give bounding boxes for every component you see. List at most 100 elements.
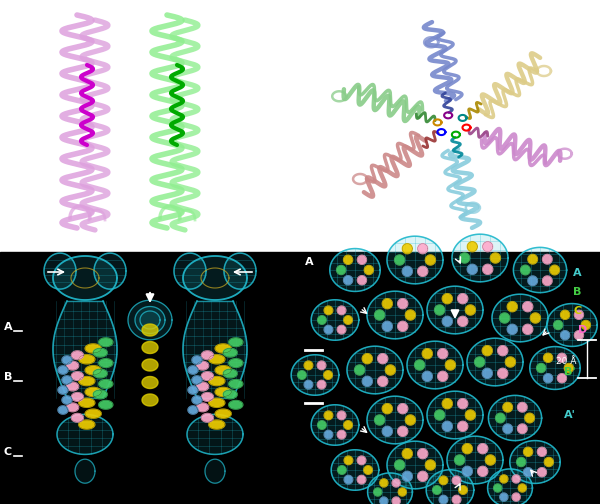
Polygon shape <box>426 470 474 504</box>
Polygon shape <box>415 360 425 370</box>
Polygon shape <box>496 413 505 423</box>
Polygon shape <box>58 366 68 374</box>
Polygon shape <box>380 479 388 487</box>
Polygon shape <box>434 410 445 420</box>
Polygon shape <box>358 256 367 264</box>
Polygon shape <box>438 349 448 359</box>
Polygon shape <box>538 468 547 477</box>
Polygon shape <box>330 248 380 291</box>
Polygon shape <box>544 353 553 362</box>
Polygon shape <box>385 365 395 375</box>
Polygon shape <box>460 253 470 263</box>
Polygon shape <box>311 300 359 340</box>
Polygon shape <box>387 236 443 284</box>
Polygon shape <box>142 394 158 406</box>
Polygon shape <box>317 381 326 389</box>
Polygon shape <box>229 359 243 367</box>
Polygon shape <box>67 361 79 370</box>
Polygon shape <box>324 326 333 334</box>
Polygon shape <box>542 276 552 286</box>
Polygon shape <box>467 264 478 274</box>
Polygon shape <box>79 376 95 386</box>
Polygon shape <box>387 441 443 489</box>
Polygon shape <box>317 316 326 324</box>
Polygon shape <box>395 255 404 265</box>
Polygon shape <box>544 458 553 467</box>
Polygon shape <box>485 455 496 465</box>
Polygon shape <box>538 447 547 456</box>
Polygon shape <box>422 349 432 359</box>
Polygon shape <box>202 393 214 401</box>
Polygon shape <box>71 393 83 401</box>
Text: 20 Å: 20 Å <box>556 356 576 365</box>
Polygon shape <box>99 380 113 388</box>
Polygon shape <box>188 386 198 394</box>
Polygon shape <box>187 414 243 455</box>
Polygon shape <box>75 459 95 483</box>
Polygon shape <box>503 424 512 433</box>
Polygon shape <box>62 376 72 384</box>
Polygon shape <box>142 376 158 389</box>
Polygon shape <box>382 299 392 308</box>
Polygon shape <box>202 351 214 359</box>
Polygon shape <box>452 476 461 485</box>
Polygon shape <box>518 403 527 412</box>
Polygon shape <box>357 456 366 465</box>
Polygon shape <box>183 301 247 398</box>
Polygon shape <box>85 366 101 374</box>
Polygon shape <box>550 265 559 275</box>
Polygon shape <box>498 346 508 356</box>
Polygon shape <box>463 444 472 454</box>
Polygon shape <box>229 401 243 409</box>
Text: B: B <box>4 372 13 382</box>
Polygon shape <box>398 404 408 414</box>
Polygon shape <box>337 430 346 439</box>
Polygon shape <box>367 396 423 444</box>
Polygon shape <box>521 265 530 275</box>
Polygon shape <box>425 460 436 470</box>
Polygon shape <box>364 466 373 474</box>
Polygon shape <box>442 294 452 304</box>
Polygon shape <box>71 372 83 381</box>
Polygon shape <box>492 294 548 342</box>
Polygon shape <box>557 353 566 362</box>
Polygon shape <box>358 276 367 285</box>
Polygon shape <box>458 317 468 326</box>
Text: D: D <box>578 325 587 335</box>
Polygon shape <box>317 421 326 429</box>
Polygon shape <box>62 356 72 364</box>
Polygon shape <box>581 321 590 330</box>
Polygon shape <box>223 390 237 399</box>
Polygon shape <box>442 317 452 326</box>
Polygon shape <box>466 305 475 315</box>
Polygon shape <box>209 420 225 429</box>
Polygon shape <box>93 369 107 378</box>
Polygon shape <box>99 401 113 409</box>
Polygon shape <box>557 373 566 383</box>
Polygon shape <box>79 420 95 429</box>
Polygon shape <box>467 338 523 386</box>
Polygon shape <box>58 406 68 414</box>
Polygon shape <box>398 488 406 496</box>
Polygon shape <box>317 361 326 369</box>
Text: A': A' <box>564 410 576 420</box>
Polygon shape <box>85 409 101 418</box>
Polygon shape <box>466 410 475 420</box>
Text: B': B' <box>564 367 575 377</box>
Polygon shape <box>209 355 225 364</box>
Polygon shape <box>188 366 198 374</box>
Polygon shape <box>560 310 569 320</box>
Polygon shape <box>58 386 68 394</box>
Text: B: B <box>573 287 581 297</box>
Polygon shape <box>445 360 455 370</box>
Polygon shape <box>223 369 237 378</box>
Polygon shape <box>324 306 333 314</box>
Text: C: C <box>4 447 12 457</box>
Polygon shape <box>418 449 428 459</box>
Polygon shape <box>344 456 353 465</box>
Polygon shape <box>85 388 101 397</box>
Polygon shape <box>518 424 527 433</box>
Polygon shape <box>427 391 483 439</box>
Polygon shape <box>403 471 412 481</box>
Polygon shape <box>434 305 445 315</box>
